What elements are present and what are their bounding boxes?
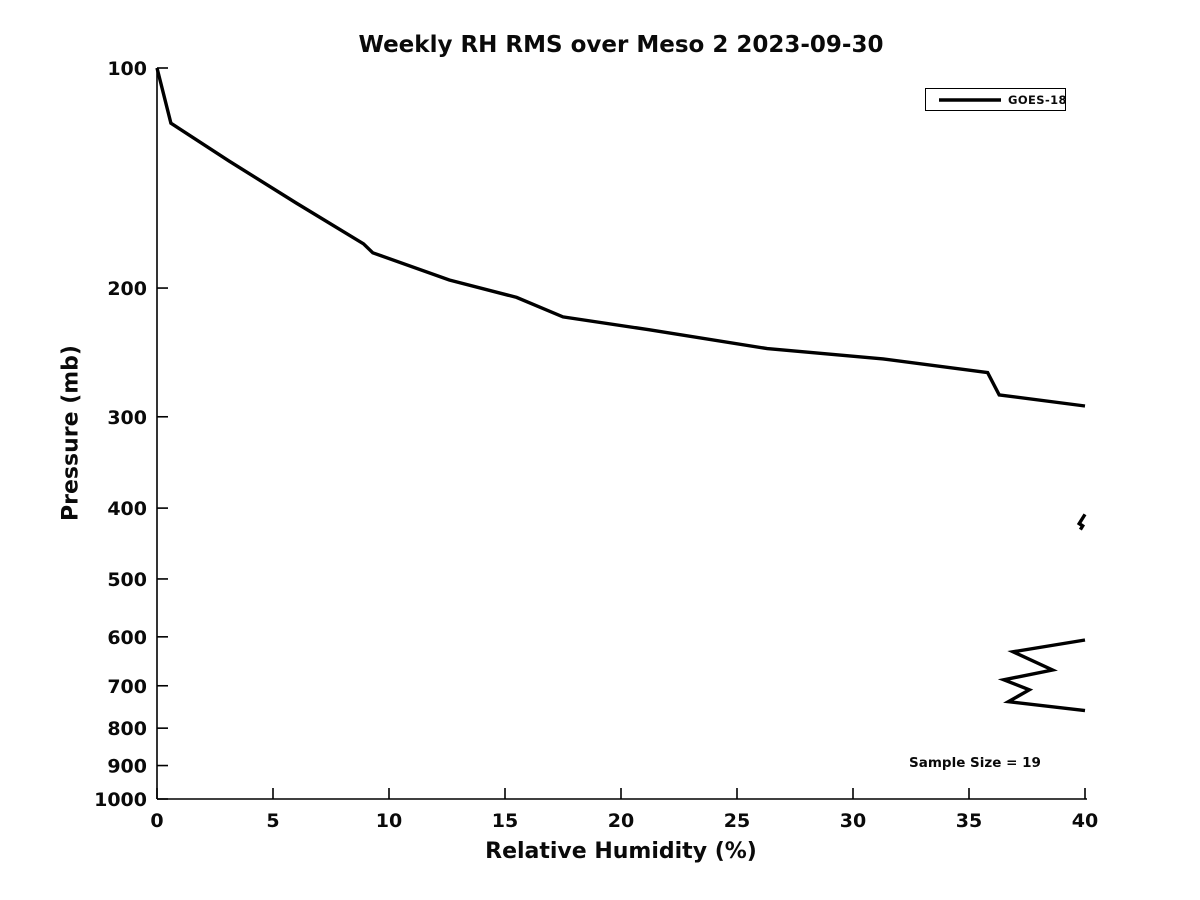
x-tick-label: 40 (1072, 810, 1098, 832)
x-tick-label: 30 (840, 810, 866, 832)
sample-size-annotation: Sample Size = 19 (909, 755, 1041, 771)
rh-profile-segment (997, 638, 1086, 713)
x-tick-label: 10 (376, 810, 402, 832)
y-tick-label: 200 (107, 278, 147, 300)
y-tick-label: 700 (107, 676, 147, 698)
x-tick-label: 15 (492, 810, 518, 832)
y-tick-label: 800 (107, 718, 147, 740)
x-tick-label: 0 (150, 810, 163, 832)
y-tick-label: 1000 (94, 789, 147, 811)
x-axis-label: Relative Humidity (%) (485, 839, 757, 864)
y-axis-label: Pressure (mb) (58, 345, 84, 521)
x-tick-label: 25 (724, 810, 750, 832)
x-tick-label: 35 (956, 810, 982, 832)
x-tick-label: 5 (266, 810, 279, 832)
x-tick-label: 20 (608, 810, 634, 832)
rh-profile-segment (155, 67, 1086, 408)
y-tick-label: 400 (107, 498, 147, 520)
y-tick-label: 600 (107, 627, 147, 649)
legend-label: GOES-18 (1008, 92, 1067, 107)
y-tick-label: 500 (107, 569, 147, 591)
y-tick-label: 900 (107, 756, 147, 778)
rh-profile-segment (1076, 513, 1087, 531)
chart-title: Weekly RH RMS over Meso 2 2023-09-30 (358, 32, 884, 58)
y-tick-label: 300 (107, 407, 147, 429)
legend-line-sample (939, 97, 1001, 102)
y-tick-label: 100 (107, 58, 147, 80)
legend: GOES-18 (925, 88, 1067, 111)
